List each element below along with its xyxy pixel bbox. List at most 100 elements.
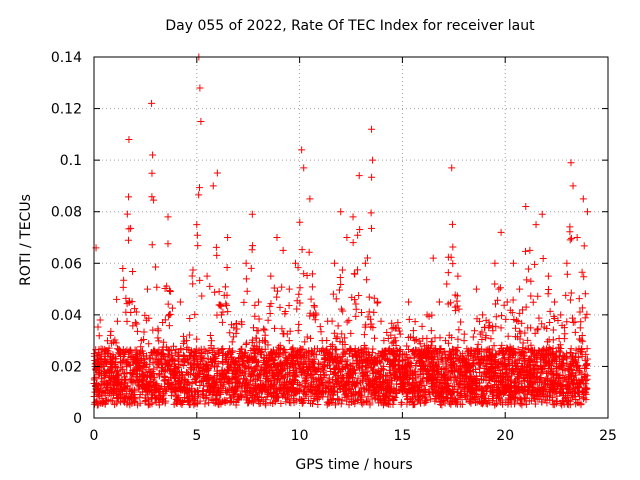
data-point-cloud [514,317,522,325]
data-point-cloud [169,356,177,364]
data-point-cloud [576,368,584,376]
data-point-cloud [120,276,128,284]
data-point-cloud [462,396,470,404]
data-point-cloud [509,344,517,352]
data-point-cloud [371,394,379,402]
data-point-cloud [458,359,466,367]
data-point-cloud [444,269,452,277]
data-point-cloud [552,370,560,378]
data-point-cloud [164,300,172,308]
data-point [106,378,114,386]
data-point-cloud [167,346,175,354]
data-point-cloud [479,390,487,398]
data-point-cloud [442,353,450,361]
data-point-cloud [212,243,220,251]
data-point-cloud [516,400,524,408]
data-point-cloud [327,343,335,351]
data-point-cloud [190,366,198,374]
data-point-cloud [350,270,358,278]
data-point-cloud [581,384,589,392]
data-point-cloud [449,260,457,268]
data-point-cloud [99,377,107,385]
data-point-cloud [298,399,306,407]
data-point-cloud [206,331,214,339]
data-point-cloud [526,375,534,383]
data-point [300,164,308,172]
data-point-cloud [289,351,297,359]
data-point-cloud [560,335,568,343]
data-point-cloud [184,358,192,366]
data-point-cloud [184,369,192,377]
data-point-cloud [170,383,178,391]
data-point-cloud [382,377,390,385]
data-point-cloud [248,392,256,400]
data-point [197,117,205,125]
data-point [291,259,299,267]
data-point-cloud [506,343,514,351]
data-point-cloud [113,399,121,407]
data-point-cloud [226,329,234,337]
data-point-cloud [343,360,351,368]
data-point-cloud [207,363,215,371]
data-point-cloud [134,373,142,381]
data-point-cloud [396,375,404,383]
x-tick-label: 0 [90,428,99,444]
data-point-cloud [364,313,372,321]
data-point-cloud [113,317,121,325]
data-point-cloud [518,379,526,387]
data-point-cloud [368,349,376,357]
data-point-cloud [251,352,259,360]
data-point-cloud [193,335,201,343]
x-tick-label: 5 [192,428,201,444]
data-point-cloud [374,368,382,376]
data-point-cloud [491,280,499,288]
data-point-cloud [300,369,308,377]
data-point-cloud [429,367,437,375]
data-point-cloud [370,376,378,384]
data-point [131,357,139,365]
data-point-cloud [223,350,231,358]
data-point-cloud [488,397,496,405]
data-point-cloud [292,389,300,397]
data-point-cloud [187,371,195,379]
data-point [583,208,591,216]
data-point-cloud [332,399,340,407]
data-point-cloud [270,284,278,292]
data-point-cloud [516,350,524,358]
data-point-cloud [163,366,171,374]
data-point-cloud [552,387,560,395]
data-point-cloud [323,401,331,409]
data-point-cloud [244,394,252,402]
data-point-cloud [442,393,450,401]
data-point-cloud [211,357,219,365]
data-point-cloud [273,287,281,295]
data-point-cloud [552,362,560,370]
data-point-cloud [278,283,286,291]
data-point-cloud [580,242,588,250]
data-point-cloud [550,312,558,320]
data-point-cloud [526,378,534,386]
data-point-cloud [419,362,427,370]
data-point-cloud [236,369,244,377]
data-point-cloud [127,375,135,383]
data-point [361,259,369,267]
data-point-cloud [210,375,218,383]
data-point [460,337,468,345]
data-point-cloud [355,362,363,370]
data-point-cloud [201,400,209,408]
data-point-cloud [363,276,371,284]
data-point-cloud [353,358,361,366]
data-point-cloud [210,345,218,353]
data-point-cloud [192,372,200,380]
data-point-cloud [295,290,303,298]
data-point-cloud [311,395,319,403]
data-point-cloud [412,335,420,343]
data-point [154,350,162,358]
data-point-cloud [327,396,335,404]
data-point-cloud [184,397,192,405]
data-point-cloud [563,270,571,278]
data-point-cloud [148,400,156,408]
data-point-cloud [567,372,575,380]
data-point-cloud [571,356,579,364]
chart-title: Day 055 of 2022, Rate Of TEC Index for r… [165,18,535,34]
